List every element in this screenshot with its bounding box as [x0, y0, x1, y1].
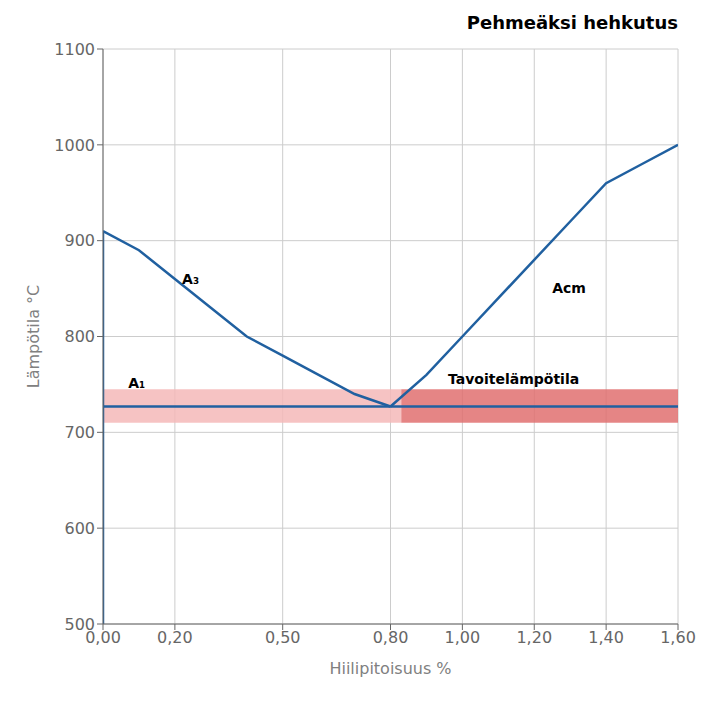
svg-text:A₃: A₃ — [182, 271, 199, 287]
svg-text:Hiilipitoisuus %: Hiilipitoisuus % — [329, 659, 451, 678]
svg-text:900: 900 — [64, 231, 95, 250]
svg-text:Acm: Acm — [552, 280, 586, 296]
svg-text:0,80: 0,80 — [373, 628, 409, 647]
svg-text:0,50: 0,50 — [265, 628, 301, 647]
svg-text:800: 800 — [64, 327, 95, 346]
svg-text:Lämpötila °C: Lämpötila °C — [24, 285, 43, 388]
svg-text:1,00: 1,00 — [445, 628, 481, 647]
svg-text:0,00: 0,00 — [85, 628, 121, 648]
svg-text:1,20: 1,20 — [516, 628, 552, 647]
svg-text:Tavoitelämpötila: Tavoitelämpötila — [448, 371, 579, 387]
svg-text:A₁: A₁ — [128, 375, 145, 391]
svg-text:700: 700 — [64, 423, 95, 442]
svg-text:1,60: 1,60 — [660, 628, 696, 647]
svg-text:1000: 1000 — [54, 136, 95, 155]
svg-text:1100: 1100 — [54, 40, 95, 59]
svg-text:600: 600 — [64, 519, 95, 538]
svg-text:0,20: 0,20 — [157, 628, 193, 647]
svg-text:1,40: 1,40 — [588, 628, 624, 647]
html-text:Pehmeäksi hehkutus: Pehmeäksi hehkutus — [466, 12, 678, 33]
svg-text:500: 500 — [64, 615, 95, 634]
